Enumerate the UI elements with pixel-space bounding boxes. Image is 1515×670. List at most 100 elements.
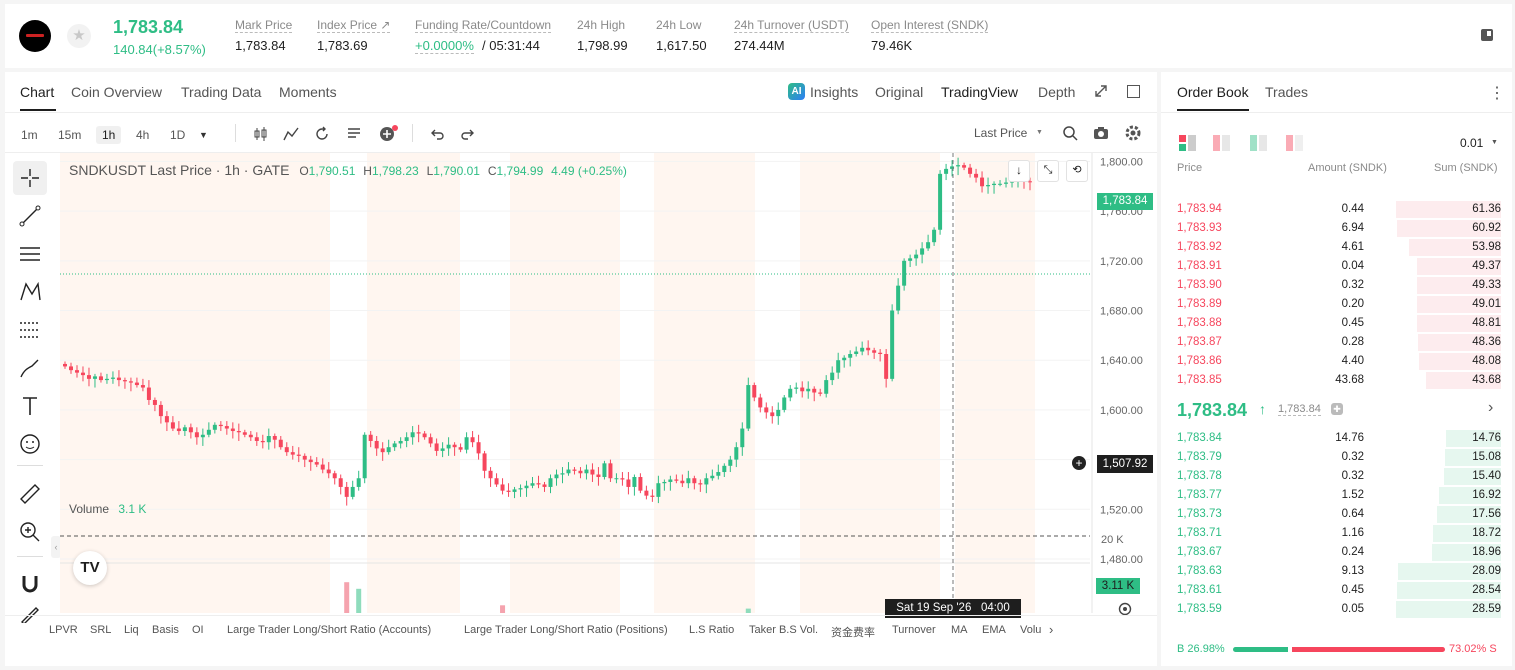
emoji-tool-icon[interactable] (13, 427, 47, 461)
indicator-funding-rate[interactable]: 资金费率 (831, 627, 875, 639)
tab-depth[interactable]: Depth (1038, 84, 1076, 100)
bid-row[interactable]: 1,783.61 0.45 28.54 (1177, 581, 1501, 600)
tab-original[interactable]: Original (875, 84, 924, 100)
settings-gear-icon[interactable] (1125, 125, 1141, 146)
axis-settings-icon[interactable] (1117, 601, 1133, 622)
funding-rate-label[interactable]: Funding Rate/Countdown (415, 18, 552, 33)
ask-row[interactable]: 1,783.85 43.68 43.68 (1177, 371, 1501, 390)
bid-row[interactable]: 1,783.73 0.64 17.56 (1177, 505, 1501, 524)
indicator-taker-bs-vol[interactable]: Taker B.S Vol. (749, 624, 819, 636)
tab-insights[interactable]: Insights (810, 84, 859, 100)
camera-icon[interactable] (1093, 125, 1109, 146)
trend-line-tool-icon[interactable] (13, 199, 47, 233)
mid-chevron-right-icon[interactable]: › (1488, 399, 1494, 416)
tab-order-book[interactable]: Order Book (1177, 84, 1249, 100)
timeframe-15m[interactable]: 15m (58, 128, 82, 142)
view-asks-icon[interactable] (1213, 135, 1231, 156)
ask-row[interactable]: 1,783.90 0.32 49.33 (1177, 276, 1501, 295)
collapse-arrows-icon[interactable]: ⤡ (1037, 160, 1059, 182)
tab-trading-data[interactable]: Trading Data (181, 84, 262, 100)
bid-row[interactable]: 1,783.59 0.05 28.59 (1177, 600, 1501, 619)
ask-row[interactable]: 1,783.92 4.61 53.98 (1177, 238, 1501, 257)
bid-row[interactable]: 1,783.71 1.16 18.72 (1177, 524, 1501, 543)
timeframe-1d[interactable]: 1D (170, 128, 186, 142)
indicator-liq[interactable]: Liq (124, 624, 139, 636)
ruler-tool-icon[interactable] (13, 477, 47, 511)
zoom-in-tool-icon[interactable] (13, 515, 47, 549)
indicator-srl[interactable]: SRL (90, 624, 112, 636)
magnet-tool-icon[interactable] (13, 567, 47, 601)
brush-tool-icon[interactable] (13, 351, 47, 385)
indicator-basis[interactable]: Basis (152, 624, 179, 636)
indicators-icon[interactable] (283, 126, 299, 147)
collapse-toolbar-chevron-icon[interactable]: ‹ (51, 536, 61, 558)
refresh-icon[interactable]: ⟲ (1066, 160, 1088, 182)
ask-row[interactable]: 1,783.89 0.20 49.01 (1177, 295, 1501, 314)
timeframe-4h[interactable]: 4h (136, 128, 150, 142)
timeframe-1m[interactable]: 1m (21, 128, 38, 142)
favorite-star-icon[interactable]: ★ (67, 24, 91, 48)
indicator-ma[interactable]: MA (951, 624, 968, 636)
ask-row[interactable]: 1,783.87 0.28 48.36 (1177, 333, 1501, 352)
open-interest-label[interactable]: Open Interest (SNDK) (871, 18, 989, 33)
tab-moments[interactable]: Moments (279, 84, 337, 100)
tab-tradingview[interactable]: TradingView (941, 84, 1019, 100)
fib-tool-icon[interactable] (13, 313, 47, 347)
tab-trades[interactable]: Trades (1265, 84, 1309, 100)
indicator-turnover[interactable]: Turnover (892, 624, 936, 636)
add-alert-icon[interactable] (378, 125, 398, 148)
turnover-24h-label[interactable]: 24h Turnover (USDT) (734, 18, 849, 33)
text-tool-icon[interactable] (13, 389, 47, 423)
crosshair-tool-icon[interactable] (13, 161, 47, 195)
templates-icon[interactable] (346, 126, 362, 147)
timeframe-1h[interactable]: 1h (96, 126, 122, 144)
more-options-icon[interactable]: ⋮ (1489, 85, 1505, 102)
bid-row[interactable]: 1,783.67 0.24 18.96 (1177, 543, 1501, 562)
price-chart[interactable]: 1,800.001,760.001,720.001,680.001,640.00… (60, 153, 1157, 613)
candle-type-icon[interactable] (253, 126, 269, 147)
bid-row[interactable]: 1,783.63 9.13 28.09 (1177, 562, 1501, 581)
price-type-select[interactable]: Last Price (974, 126, 1028, 140)
pencil-lock-tool-icon[interactable] (13, 605, 47, 623)
tab-coin-overview[interactable]: Coin Overview (71, 84, 163, 100)
undo-icon[interactable] (429, 126, 445, 147)
indicator-top-trader-accounts[interactable]: Large Trader Long/Short Ratio (Accounts) (227, 624, 432, 636)
bid-row[interactable]: 1,783.77 1.52 16.92 (1177, 486, 1501, 505)
book-icon[interactable] (1480, 28, 1494, 42)
precision-chevron-down-icon[interactable]: ▼ (1491, 139, 1498, 146)
indicator-oi[interactable]: OI (192, 624, 204, 636)
mark-price-label[interactable]: Mark Price (235, 18, 293, 33)
indicator-top-trader-positions[interactable]: Large Trader Long/Short Ratio (Positions… (464, 624, 668, 636)
tradingview-logo[interactable]: TV (73, 551, 107, 585)
redo-icon[interactable] (460, 126, 476, 147)
bid-row[interactable]: 1,783.84 14.76 14.76 (1177, 429, 1501, 448)
timeframe-chevron-down-icon[interactable]: ▼ (199, 130, 208, 140)
indicator-ema[interactable]: EMA (982, 624, 1006, 636)
view-bids-icon[interactable] (1250, 135, 1268, 156)
indicator-volume[interactable]: Volu (1020, 624, 1042, 636)
horizontal-lines-tool-icon[interactable] (13, 237, 47, 271)
scroll-right-chevron-icon[interactable]: › (1049, 622, 1054, 637)
ask-row[interactable]: 1,783.93 6.94 60.92 (1177, 219, 1501, 238)
ask-row[interactable]: 1,783.94 0.44 61.36 (1177, 200, 1501, 219)
add-price-alert-icon[interactable]: + (1072, 456, 1086, 470)
view-depth-icon[interactable] (1286, 135, 1304, 156)
indicator-ls-ratio[interactable]: L.S Ratio (689, 624, 735, 636)
tab-chart[interactable]: Chart (20, 84, 55, 100)
ask-row[interactable]: 1,783.91 0.04 49.37 (1177, 257, 1501, 276)
view-both-sides-icon[interactable] (1179, 135, 1197, 156)
scroll-down-arrow-icon[interactable]: ↓ (1008, 160, 1030, 182)
index-price-label[interactable]: Index Price ↗ (317, 18, 391, 33)
precision-select[interactable]: 0.01 (1460, 136, 1484, 150)
pattern-tool-icon[interactable] (13, 275, 47, 309)
replay-icon[interactable] (314, 126, 330, 147)
ask-row[interactable]: 1,783.86 4.40 48.08 (1177, 352, 1501, 371)
search-icon[interactable] (1062, 125, 1078, 146)
indicator-lpvr[interactable]: LPVR (49, 624, 78, 636)
price-type-chevron-down-icon[interactable]: ▼ (1036, 129, 1043, 136)
bid-row[interactable]: 1,783.78 0.32 15.40 (1177, 467, 1501, 486)
window-icon[interactable] (1127, 85, 1140, 98)
expand-icon[interactable] (1094, 84, 1108, 103)
bid-row[interactable]: 1,783.79 0.32 15.08 (1177, 448, 1501, 467)
ask-row[interactable]: 1,783.88 0.45 48.81 (1177, 314, 1501, 333)
